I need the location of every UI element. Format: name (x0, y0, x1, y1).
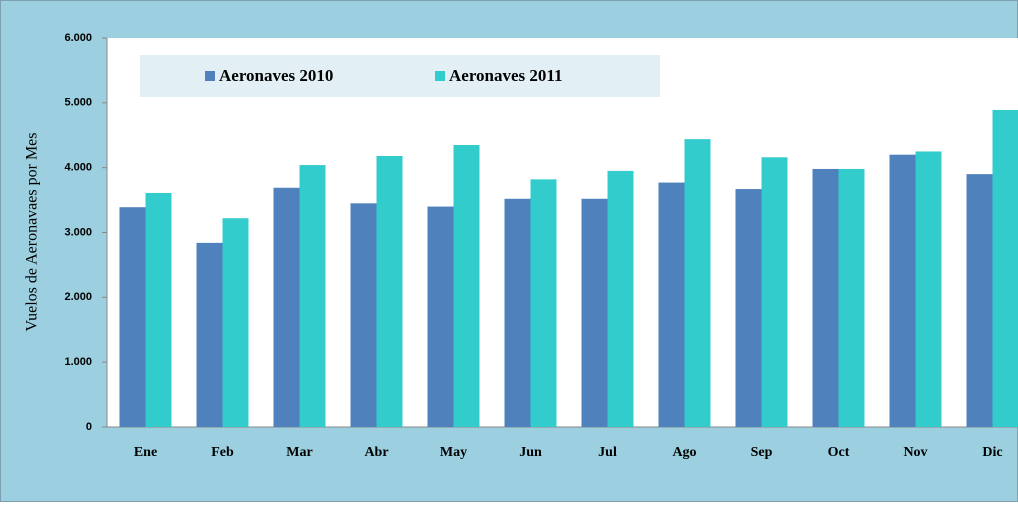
bar (685, 139, 711, 427)
y-tick-label: 0 (86, 421, 92, 433)
bar (223, 218, 249, 427)
bar (197, 243, 223, 427)
x-tick-label: Mar (286, 445, 312, 460)
legend-box (140, 55, 660, 97)
bar (736, 189, 762, 427)
x-tick-label: Jun (519, 445, 542, 460)
y-tick-label: 6.000 (64, 32, 92, 44)
x-tick-label: Jul (598, 445, 617, 460)
legend-swatch (205, 71, 215, 81)
bar (916, 151, 942, 427)
bar (274, 188, 300, 427)
bar (146, 193, 172, 427)
x-tick-label: May (440, 445, 467, 460)
bar (531, 179, 557, 427)
bar (428, 207, 454, 427)
x-tick-label: Ene (134, 445, 157, 460)
bar (659, 183, 685, 427)
bar (839, 169, 865, 427)
x-tick-label: Sep (751, 445, 773, 460)
x-tick-label: Nov (903, 445, 927, 460)
bar (967, 174, 993, 427)
bar (762, 157, 788, 427)
legend-label: Aeronaves 2010 (219, 66, 333, 85)
bar (120, 207, 146, 427)
bar (454, 145, 480, 427)
x-tick-label: Dic (982, 445, 1002, 460)
y-tick-label: 3.000 (64, 226, 92, 238)
y-tick-label: 5.000 (64, 97, 92, 109)
y-axis-label: Vuelos de Aeronavaes por Mes (24, 133, 41, 332)
bar (300, 165, 326, 427)
x-tick-label: Abr (364, 445, 388, 460)
x-tick-label: Ago (672, 445, 696, 460)
y-tick-label: 2.000 (64, 291, 92, 303)
legend-label: Aeronaves 2011 (449, 66, 563, 85)
bar (377, 156, 403, 427)
y-tick-label: 4.000 (64, 162, 92, 174)
x-tick-label: Feb (211, 445, 234, 460)
bar (582, 199, 608, 427)
bar (608, 171, 634, 427)
bar (890, 155, 916, 427)
legend-swatch (435, 71, 445, 81)
bar (993, 110, 1018, 427)
bar (351, 203, 377, 427)
x-tick-label: Oct (828, 445, 850, 460)
bar (813, 169, 839, 427)
bar (505, 199, 531, 427)
y-tick-label: 1.000 (64, 356, 92, 368)
